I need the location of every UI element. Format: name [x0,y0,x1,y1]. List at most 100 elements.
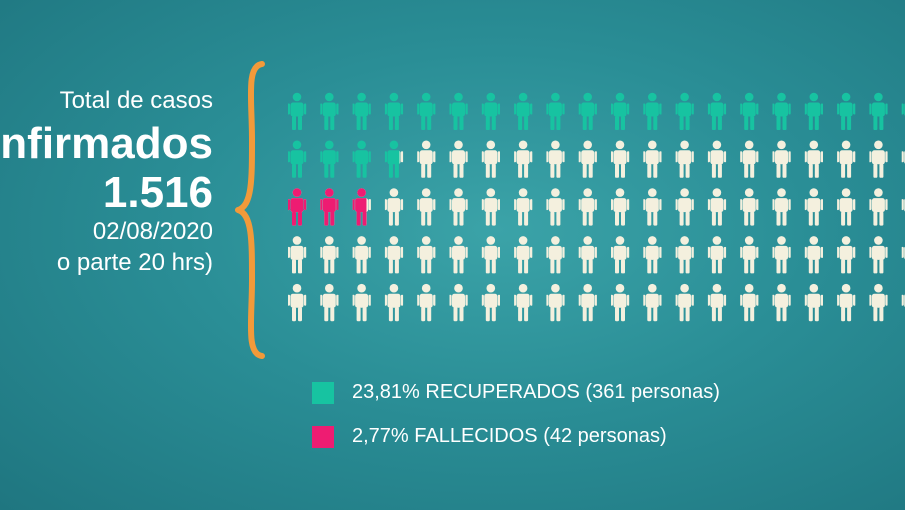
deceased-swatch [312,425,334,448]
person-icon-4-10 [611,283,630,322]
person-icon-3-12 [675,236,694,274]
person-icon-2-15 [772,188,791,226]
person-icon-4-11 [643,283,662,322]
person-icon-3-10 [611,236,630,274]
person-icon-4-15 [772,283,791,322]
person-icon-1-19 [901,150,905,164]
person-icon-4-9 [578,283,597,322]
person-icon-0-2 [352,92,371,130]
deceased-person-icon-1 [320,188,339,226]
person-icon-2-19 [901,198,905,212]
person-icon-3-2 [352,236,371,274]
person-icon-3-7 [514,236,533,274]
person-icon-0-10 [611,92,630,130]
person-icon-0-1 [320,92,339,130]
person-icon-2-12 [675,188,694,226]
person-icon-3-5 [449,236,468,274]
person-icon-3-1 [320,236,339,274]
person-icon-3-16 [804,236,823,274]
total-value: 1.516 [102,168,213,217]
person-icon-0-8 [546,92,565,130]
person-icon-1-14 [740,140,759,178]
person-icon-0-17 [837,92,856,130]
person-icon-2-17 [837,188,856,226]
person-icon-4-12 [675,283,694,322]
person-icon-0-11 [643,92,662,130]
recovered-swatch [312,381,334,404]
person-icon-1-15 [772,140,791,178]
person-icon-2-10 [611,188,630,226]
person-icon-0-0 [288,92,307,130]
person-icon-0-19 [901,103,905,116]
deceased-person-icon-0 [288,188,307,226]
person-icon-2-11 [643,188,662,226]
confirmed-label: nfirmados [0,119,213,168]
person-icon-1-18 [869,140,888,178]
person-icon-0-4 [417,92,436,130]
person-icon-4-7 [514,283,533,322]
person-icon-2-5 [449,188,468,226]
deceased-legend-text: 2,77% FALLECIDOS (42 personas) [352,425,667,447]
person-icon-1-1 [320,140,339,178]
person-icon-1-6 [481,140,500,178]
person-icon-1-0 [288,140,307,178]
person-icon-4-5 [449,283,468,322]
person-icon-4-0 [288,283,307,322]
person-icon-0-3 [384,92,404,130]
person-icon-2-18 [869,188,888,226]
person-icon-1-11 [643,140,662,178]
people-pictogram-grid [288,92,905,322]
person-icon-1-4 [417,140,436,178]
person-icon-3-13 [707,236,727,274]
person-icon-0-12 [675,92,694,130]
total-label: Total de casos [59,87,213,114]
person-icon-4-2 [352,283,371,322]
person-icon-0-16 [804,92,823,130]
person-icon-4-14 [740,283,759,322]
person-icon-0-9 [578,92,597,130]
person-icon-1-3 [384,140,404,178]
person-icon-1-10 [611,140,630,178]
person-icon-1-7 [514,140,533,178]
deceased-person-icon-2 [352,188,371,226]
person-icon-4-18 [869,283,888,322]
date-label: 02/08/2020 [92,218,213,245]
person-icon-4-1 [320,283,339,322]
person-icon-1-8 [546,140,565,178]
person-icon-2-6 [481,188,500,226]
person-icon-4-6 [481,283,500,322]
person-icon-3-14 [740,236,759,274]
curly-brace [235,61,265,359]
person-icon-0-6 [481,92,500,130]
person-icon-3-18 [869,236,888,274]
person-icon-1-16 [804,140,823,178]
person-icon-1-2 [352,140,371,178]
person-icon-2-14 [740,188,759,226]
person-icon-1-17 [837,140,856,178]
recovered-legend-text: 23,81% RECUPERADOS (361 personas) [352,381,720,403]
person-icon-0-15 [772,92,791,130]
person-icon-2-7 [514,188,533,226]
person-icon-1-5 [449,140,468,178]
person-icon-4-16 [804,283,823,322]
person-icon-3-17 [837,236,856,274]
person-icon-2-16 [804,188,823,226]
person-icon-4-4 [417,283,436,322]
person-icon-3-8 [546,236,565,274]
person-icon-0-7 [514,92,533,130]
person-icon-2-3 [384,188,404,226]
person-icon-1-9 [578,140,597,178]
person-icon-0-5 [449,92,468,130]
person-icon-3-19 [901,246,905,260]
person-icon-0-14 [740,92,759,130]
person-icon-4-19 [901,294,905,308]
person-icon-2-4 [417,188,436,226]
report-note: o parte 20 hrs) [56,249,213,276]
person-icon-3-4 [417,236,436,274]
person-icon-4-3 [384,283,404,322]
person-icon-0-18 [869,92,888,130]
person-icon-4-17 [837,283,856,322]
person-icon-2-9 [578,188,597,226]
total-cases-block: Total de casos nfirmados 1.516 02/08/202… [0,84,213,278]
legend-deceased: 2,77% FALLECIDOS (42 personas) [312,425,667,448]
